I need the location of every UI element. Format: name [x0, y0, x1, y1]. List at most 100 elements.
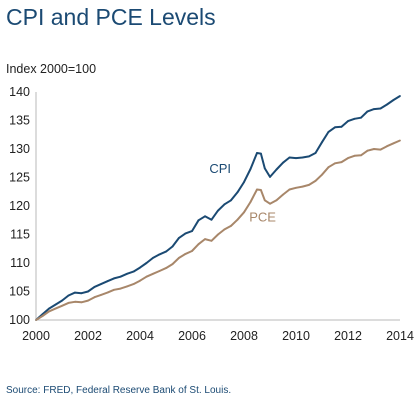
- pce-line-point: [145, 275, 148, 278]
- cpi-line-point: [392, 99, 395, 101]
- pce-line-point: [106, 291, 109, 294]
- cpi-line-point: [236, 191, 239, 194]
- pce-line-point: [334, 162, 336, 165]
- pce-line-point: [260, 189, 262, 191]
- pce-line-point: [379, 148, 382, 151]
- pce-line-point: [93, 296, 96, 299]
- pce-line-point: [152, 272, 154, 275]
- cpi-line-point: [126, 272, 128, 275]
- x-tick-label: 2010: [282, 329, 310, 343]
- cpi-line-point: [269, 176, 271, 178]
- pce-line-point: [301, 185, 304, 188]
- pce-line-point: [243, 211, 245, 214]
- pce-line-point: [139, 279, 141, 282]
- cpi-line-point: [249, 168, 252, 170]
- pce-line-point: [48, 310, 50, 313]
- cpi-line-point: [48, 307, 50, 310]
- pce-line-point: [288, 188, 291, 191]
- cpi-line-point: [301, 156, 304, 159]
- chart-axes: [35, 92, 400, 321]
- pce-line-point: [67, 302, 70, 304]
- y-tick-label: 140: [9, 85, 30, 99]
- y-axis-label: Index 2000=100: [6, 62, 97, 76]
- pce-line-point: [327, 166, 330, 169]
- pce-line-point: [360, 154, 362, 157]
- series-label-pce: PCE: [249, 209, 276, 224]
- pce-line-point: [171, 263, 174, 265]
- cpi-line-point: [119, 275, 122, 278]
- cpi-line: [35, 95, 401, 321]
- pce-line-point: [158, 270, 161, 272]
- cpi-line-point: [139, 266, 141, 269]
- y-tick-label: 135: [9, 114, 30, 128]
- cpi-line-point: [308, 155, 310, 158]
- cpi-line-point: [263, 167, 266, 170]
- cpi-line-point: [295, 157, 297, 160]
- y-tick-label: 125: [9, 171, 30, 185]
- y-tick-label: 120: [9, 199, 30, 213]
- cpi-line-point: [178, 237, 180, 239]
- y-tick-label: 110: [10, 256, 30, 270]
- pce-line-point: [204, 238, 206, 241]
- cpi-line-point: [100, 283, 102, 285]
- pce-line-point: [347, 157, 349, 160]
- pce-line-point: [119, 287, 122, 290]
- pce-line-point: [275, 199, 278, 202]
- cpi-line-point: [80, 292, 83, 295]
- pce-line-point: [314, 180, 317, 182]
- pce-line: [35, 139, 401, 321]
- pce-line-point: [54, 307, 57, 310]
- pce-line-point: [100, 294, 102, 296]
- cpi-line-point: [197, 219, 200, 222]
- cpi-line-point: [217, 209, 219, 212]
- pce-line-point: [236, 218, 239, 221]
- cpi-line-point: [145, 262, 148, 264]
- pce-line-point: [217, 233, 219, 236]
- pce-line-point: [61, 304, 63, 307]
- series-label-cpi: CPI: [209, 161, 231, 176]
- pce-line-point: [282, 193, 284, 196]
- pce-line-point: [295, 186, 297, 189]
- cpi-line-point: [275, 168, 278, 171]
- pce-line-point: [399, 139, 401, 142]
- cpi-line-point: [399, 95, 401, 97]
- pce-line-point: [191, 250, 193, 252]
- x-tick-label: 2004: [126, 329, 154, 343]
- pce-line-point: [126, 285, 128, 288]
- pce-line-point: [249, 201, 252, 203]
- cpi-line-point: [87, 290, 89, 293]
- chart-title: CPI and PCE Levels: [6, 4, 216, 30]
- pce-line-point: [373, 148, 375, 150]
- cpi-line-point: [171, 245, 174, 248]
- pce-line-point: [210, 239, 213, 242]
- pce-line-point: [321, 173, 323, 176]
- pce-line-point: [184, 253, 187, 255]
- pce-line-point: [41, 315, 44, 317]
- pce-line-point: [197, 243, 200, 246]
- y-tick-label: 105: [9, 285, 30, 299]
- source-note: Source: FRED, Federal Reserve Bank of St…: [6, 385, 232, 396]
- cpi-line-point: [366, 110, 369, 113]
- x-tick-label: 2012: [334, 329, 362, 343]
- cpi-line-point: [288, 156, 291, 159]
- cpi-line-point: [223, 203, 226, 206]
- cpi-line-point: [113, 277, 115, 280]
- cpi-line-point: [230, 199, 232, 202]
- cpi-line-point: [93, 286, 96, 288]
- pce-line-point: [74, 300, 76, 303]
- pce-line-point: [392, 142, 395, 145]
- pce-line-point: [263, 199, 266, 202]
- cpi-line-point: [54, 303, 57, 306]
- tick-labels: 100 105 110 115 120 125 130 135 140 2000 2002 2004 2…: [9, 85, 414, 343]
- pce-line-point: [178, 257, 180, 259]
- pce-line-point: [308, 184, 310, 186]
- pce-line-point: [87, 299, 89, 302]
- pce-line-point: [366, 149, 369, 152]
- y-tick-label: 115: [10, 228, 30, 242]
- pce-line-point: [223, 228, 226, 231]
- pce-line-point: [256, 188, 258, 191]
- cpi-line-point: [132, 270, 135, 273]
- cpi-line-point: [61, 299, 63, 302]
- pce-line-point: [132, 283, 135, 285]
